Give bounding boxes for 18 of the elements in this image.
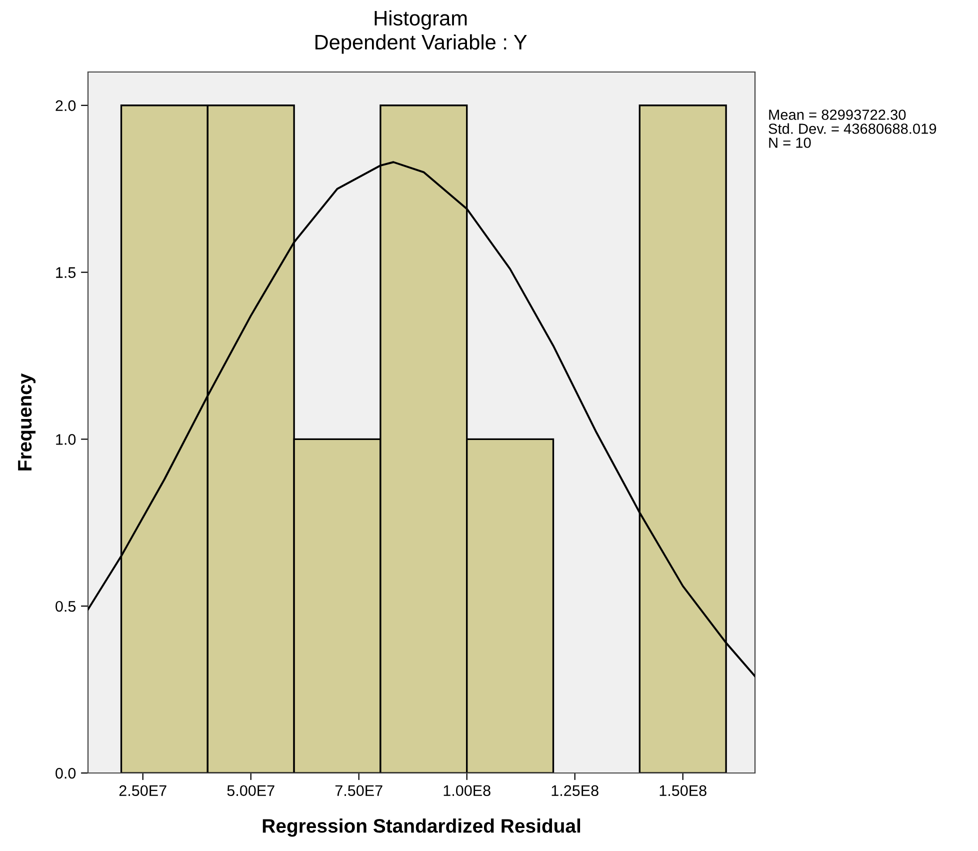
text: Mean = 82993722.30	[769, 110, 906, 120]
x-tick-label: 7.50E7	[335, 785, 382, 796]
y-axis-title: Frequency	[18, 373, 36, 470]
text: Std. Dev. = 43680688.019	[768, 123, 936, 134]
x-tick-label: 2.50E7	[119, 785, 166, 796]
x-tick-label: 1.00E8	[444, 785, 490, 796]
chart-title: Histogram	[374, 10, 467, 30]
chart-subtitle: Dependent Variable : Y	[315, 34, 527, 54]
text: N = 10	[769, 138, 811, 148]
y-tick-label: 2.0	[56, 100, 76, 112]
x-axis-title: Regression Standardized Residual	[262, 818, 580, 837]
y-tick-label: 1.0	[56, 434, 76, 445]
y-tick-label: 1.5	[56, 267, 76, 278]
x-tick-label: 1.25E8	[552, 785, 598, 796]
y-tick-label: 0.5	[56, 600, 76, 612]
x-tick-label: 5.00E7	[227, 785, 274, 796]
y-tick-label: 0.0	[56, 768, 76, 779]
x-tick-label: 1.50E8	[660, 785, 706, 796]
